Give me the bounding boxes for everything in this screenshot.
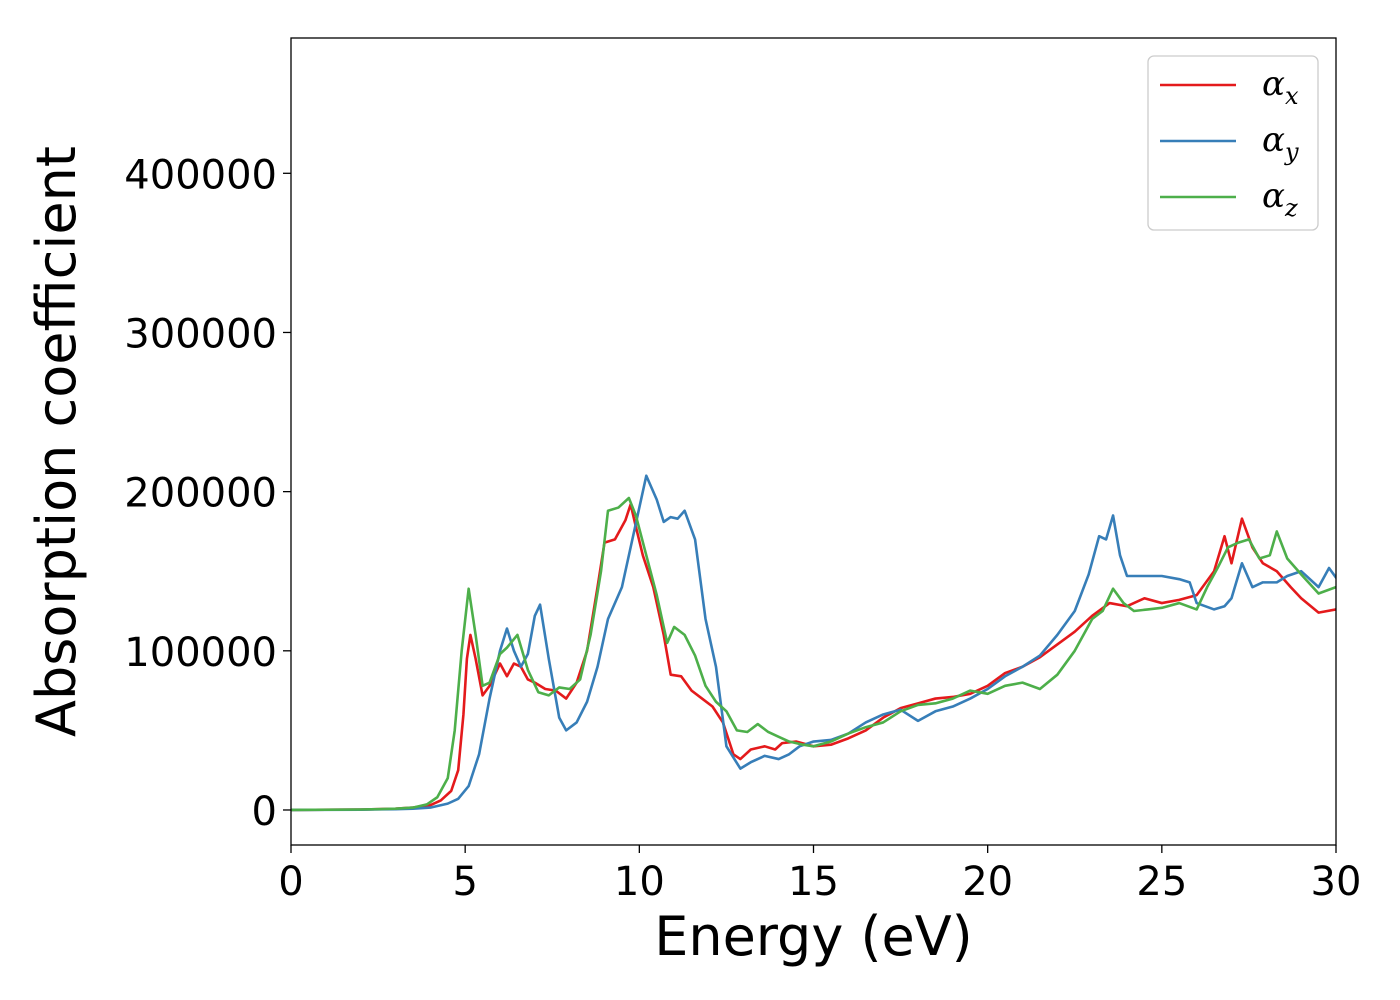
x-tick-label: 25 [1136, 859, 1187, 905]
legend-label-y: αy [1262, 120, 1299, 166]
legend-label-subscript: x [1285, 82, 1299, 110]
legend-label-z: αz [1262, 176, 1298, 222]
legend-label-base: α [1262, 120, 1285, 160]
x-axis: 0 5 10 15 20 25 30 [278, 845, 1361, 905]
x-tick-label: 5 [452, 859, 477, 905]
x-tick-label: 10 [614, 859, 665, 905]
series-line-z [291, 496, 1336, 812]
legend-label-subscript: z [1284, 194, 1298, 222]
legend-label-base: α [1262, 176, 1285, 216]
x-tick-label: 15 [788, 859, 839, 905]
x-tick-label: 0 [278, 859, 303, 905]
legend-label-subscript: y [1284, 138, 1299, 166]
y-tick-label: 200000 [124, 471, 277, 517]
series-layer [291, 474, 1336, 812]
x-axis-label: Energy (eV) [654, 905, 973, 968]
x-tick-label: 30 [1311, 859, 1362, 905]
y-axis-label: Absorption coefficient [25, 146, 88, 737]
legend-label-x: αx [1262, 64, 1299, 110]
legend-box [1147, 55, 1319, 231]
y-tick-label: 0 [252, 789, 277, 835]
series-line-y [291, 474, 1336, 812]
y-axis: 0 100000 200000 300000 400000 [124, 152, 291, 835]
y-tick-label: 300000 [124, 311, 277, 357]
legend-label-base: α [1262, 64, 1285, 104]
x-tick-label: 20 [962, 859, 1013, 905]
y-tick-label: 400000 [124, 152, 277, 198]
y-tick-label: 100000 [124, 630, 277, 676]
